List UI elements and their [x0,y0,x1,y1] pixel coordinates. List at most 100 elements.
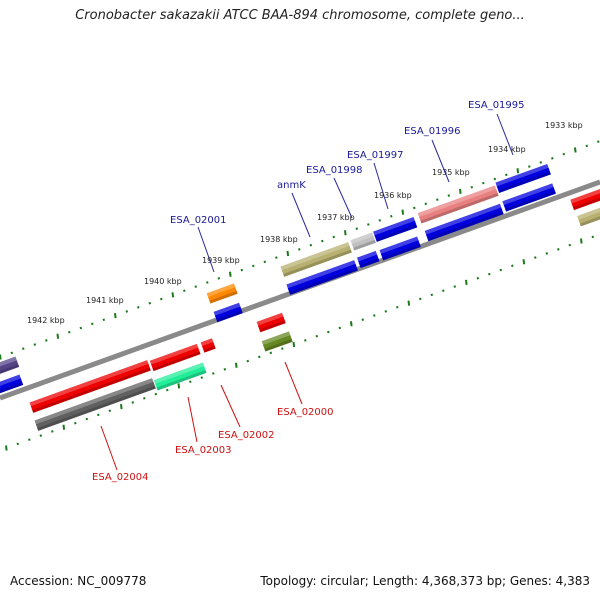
minor-tick [74,421,77,425]
minor-tick [223,368,227,371]
minor-tick [269,351,273,355]
minor-tick [332,235,336,239]
gene-label-esa-02002[interactable]: ESA_02002 [218,430,275,441]
gene-label-esa-01998[interactable]: ESA_01998 [306,165,363,176]
gene-esa-02002[interactable] [200,338,216,353]
minor-tick [206,281,209,284]
minor-tick [447,194,451,197]
gene-right-olive[interactable] [577,206,600,227]
scale-label-1933: 1933 kbp [545,121,583,130]
gene-esa-02000[interactable] [256,312,286,333]
minor-tick [482,181,485,185]
gene-esa-02004-b[interactable] [34,378,156,431]
major-tick [177,383,181,389]
minor-tick [378,219,382,222]
gene-label-anmk[interactable]: anmK [277,180,306,191]
accession-text: Accession: NC_009778 [10,574,147,588]
summary-text: Topology: circular; Length: 4,368,373 bp… [260,574,590,588]
gene-label-esa-02000[interactable]: ESA_02000 [277,407,334,418]
top-gene-labels: ESA_01995 ESA_01996 ESA_01997 ESA_01998 … [170,100,525,273]
minor-tick [166,388,169,392]
minor-tick [102,318,106,322]
minor-tick [562,152,566,156]
minor-tick [258,355,261,359]
minor-tick [413,206,416,210]
major-tick [235,362,238,368]
scale-label-1942: 1942 kbp [27,316,65,325]
minor-tick [10,351,14,355]
gene-label-esa-01996[interactable]: ESA_01996 [404,126,461,137]
minor-tick [470,185,474,189]
gene-esa-02001[interactable] [206,283,238,304]
gene-track[interactable] [0,163,600,431]
minor-tick [183,289,186,293]
gene-left-blue[interactable] [0,374,24,395]
scale-label-1935: 1935 kbp [432,168,470,177]
gene-esa-02001-b[interactable] [213,302,243,323]
scale-labels: 1933 kbp 1934 kbp 1935 kbp 1936 kbp 1937… [27,121,583,325]
gene-esa-02003-b[interactable] [153,362,207,391]
minor-tick [28,438,31,442]
major-tick [465,279,468,286]
scale-label-1941: 1941 kbp [86,296,124,305]
gene-esa-01996[interactable] [417,185,499,224]
gene-label-esa-02001[interactable]: ESA_02001 [170,215,227,226]
gene-label-esa-02004[interactable]: ESA_02004 [92,472,149,483]
gene-esa-02000-b[interactable] [261,331,293,352]
minor-tick [338,326,342,330]
gene-left-purple[interactable] [0,356,20,377]
major-tick [574,147,577,153]
minor-tick [217,277,221,280]
major-tick [344,230,347,236]
gene-label-esa-02003[interactable]: ESA_02003 [175,445,232,456]
scale-label-1936: 1936 kbp [374,191,412,200]
major-tick [120,403,123,410]
minor-tick [534,256,537,259]
minor-tick [148,301,152,305]
minor-tick [476,276,480,280]
gene-right-red[interactable] [570,188,600,211]
minor-tick [160,297,163,301]
minor-tick [361,318,365,321]
minor-tick [488,272,491,276]
gene-esa-01997-b[interactable] [379,236,421,261]
minor-tick [309,243,313,247]
minor-tick [384,310,388,313]
minor-tick [212,372,215,375]
minor-tick [396,305,399,309]
gene-esa-02003[interactable] [149,343,201,372]
minor-tick [545,252,549,255]
gene-anmk[interactable] [280,242,352,277]
major-tick [516,168,520,174]
minor-tick [591,235,595,239]
minor-tick [390,214,393,218]
gene-esa-01996-b[interactable] [424,203,504,242]
gene-label-esa-01995[interactable]: ESA_01995 [468,100,525,111]
minor-tick [298,248,301,251]
gene-label-esa-01997[interactable]: ESA_01997 [347,150,404,161]
minor-tick [419,297,422,301]
major-tick [62,424,66,430]
minor-tick [154,392,158,396]
gene-esa-01995-b[interactable] [502,183,556,212]
minor-tick [355,227,359,230]
gene-esa-01997[interactable] [373,217,418,242]
gene-esa-01995[interactable] [495,163,551,193]
minor-tick [97,413,100,417]
minor-tick [315,334,319,338]
scale-label-1934: 1934 kbp [488,145,526,154]
minor-tick [131,401,135,404]
minor-tick [45,339,48,342]
scale-label-1938: 1938 kbp [260,235,298,244]
gene-anmk-b[interactable] [286,260,358,295]
gene-esa-01998[interactable] [350,232,376,251]
minor-tick [436,198,439,201]
minor-tick [453,285,457,288]
gene-esa-02004[interactable] [29,360,151,413]
minor-tick [568,243,572,247]
gene-esa-01998-b[interactable] [356,250,380,269]
minor-tick [16,442,20,446]
minor-tick [200,376,204,379]
minor-tick [557,247,560,251]
